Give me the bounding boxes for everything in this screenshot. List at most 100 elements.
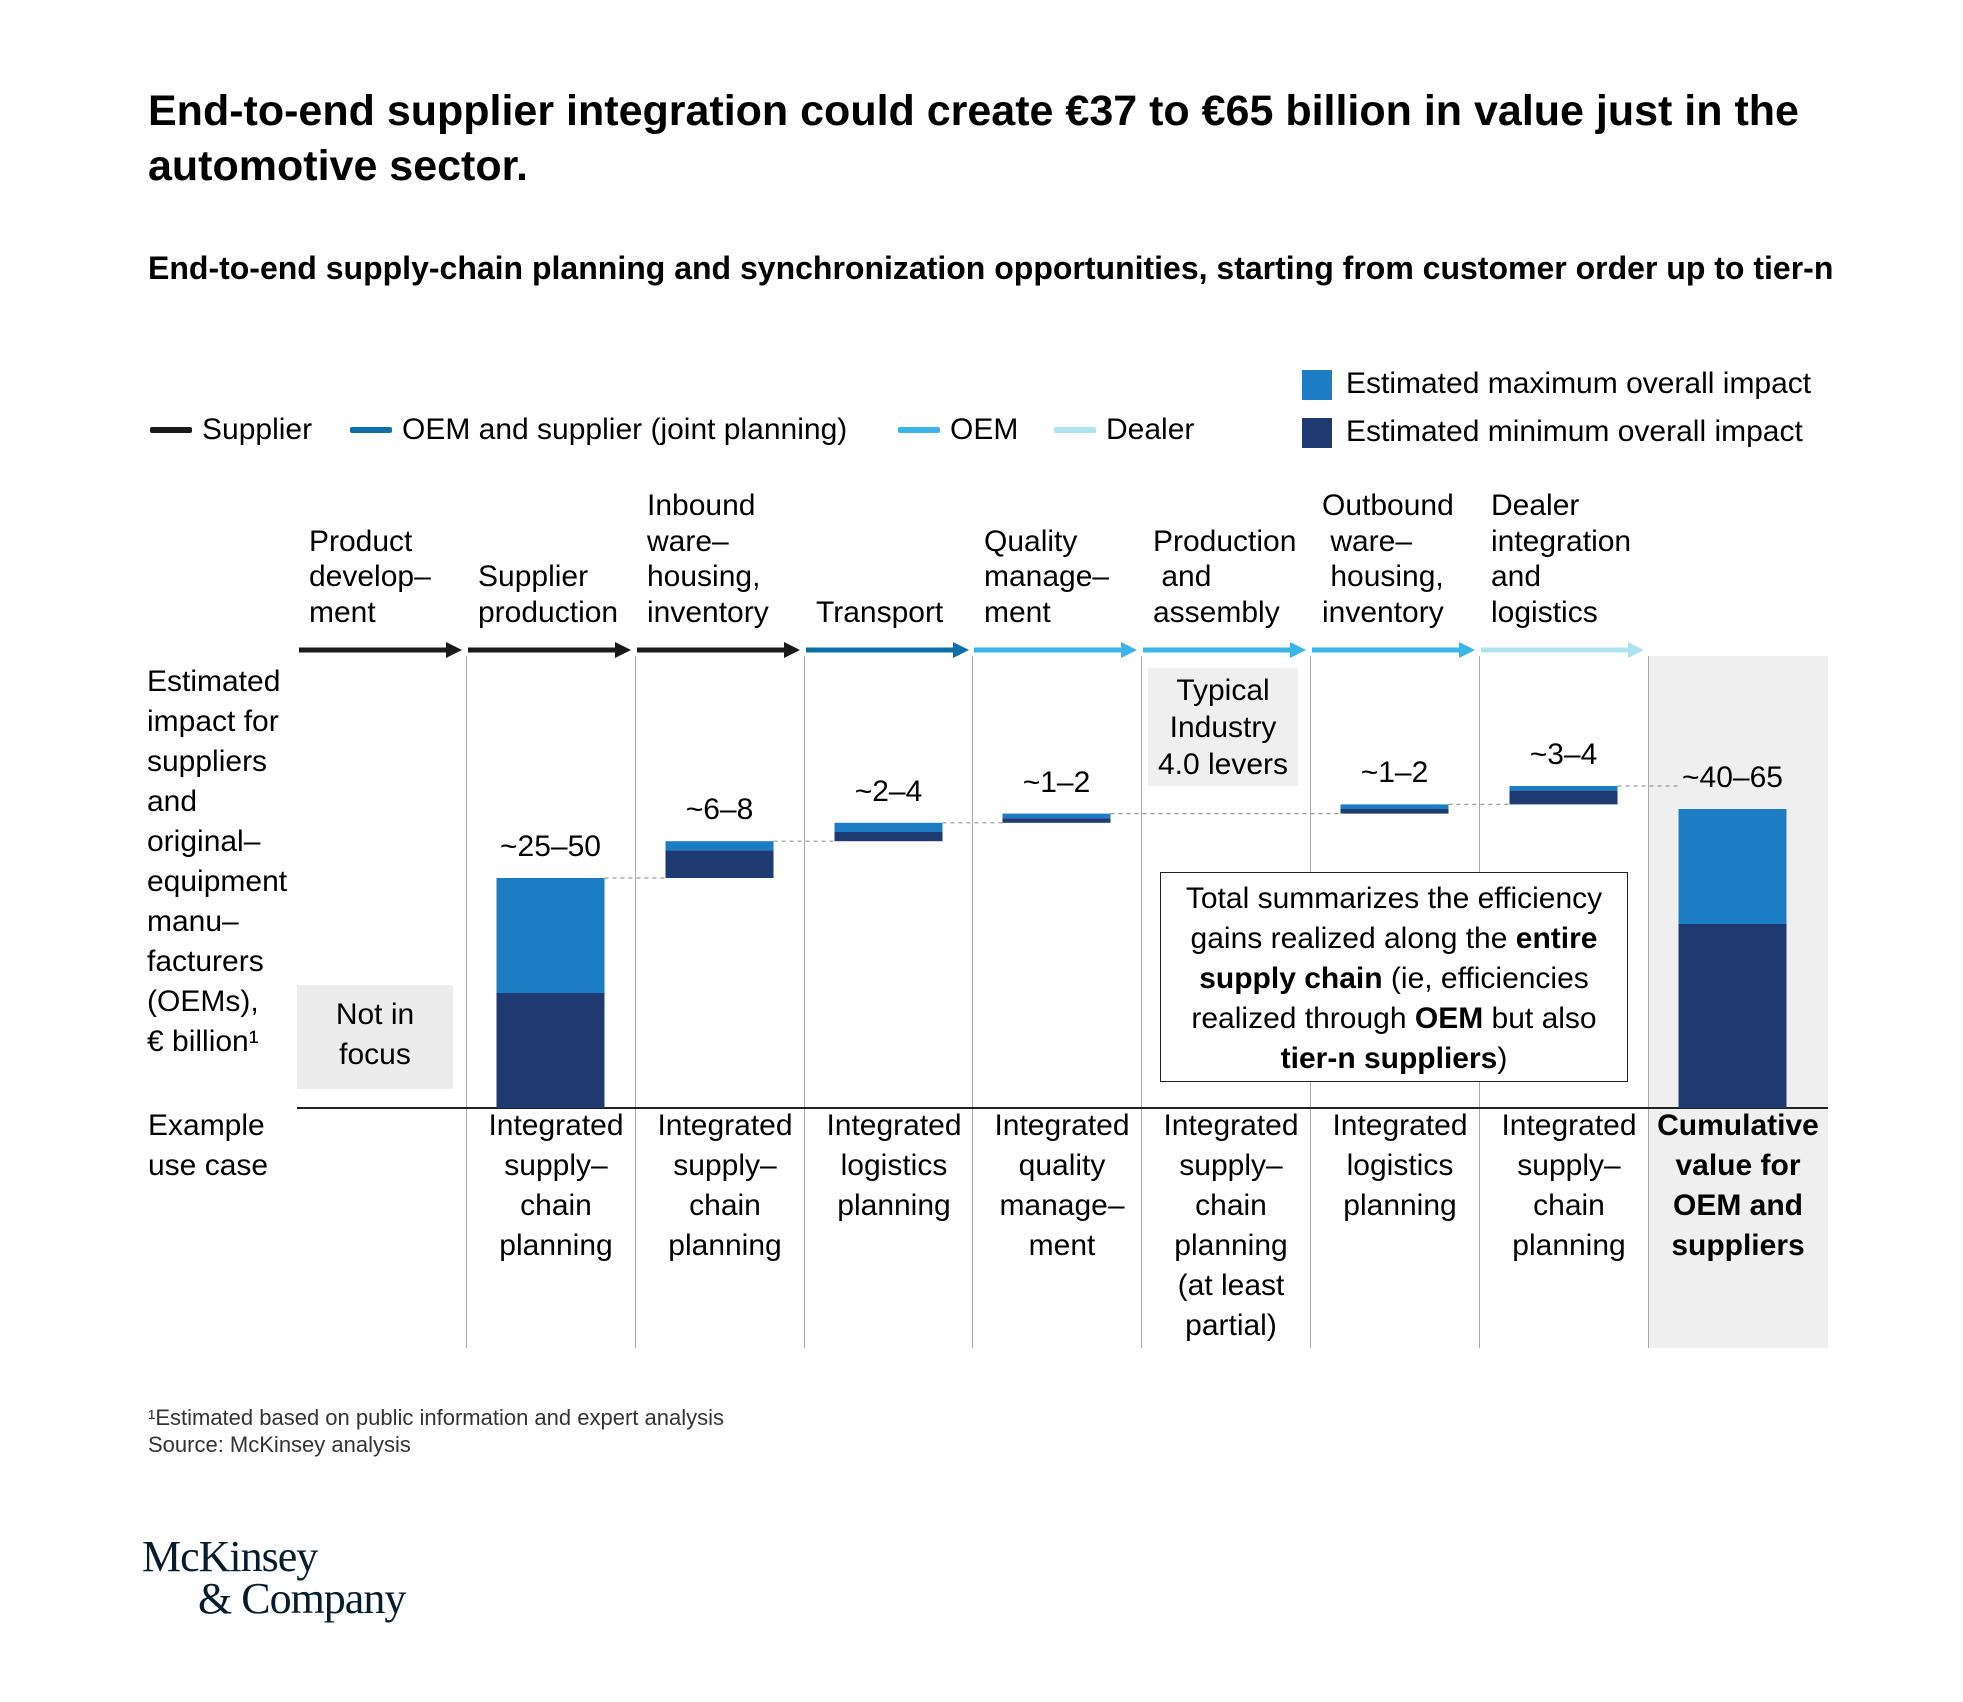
bar-max-impact [496, 878, 605, 993]
use-case-line: supply– [673, 1149, 777, 1182]
use-case-line: planning [1174, 1229, 1288, 1262]
footnote: ¹Estimated based on public information a… [148, 1404, 724, 1458]
stage-label-line: Product [309, 524, 413, 558]
column-separator [1141, 656, 1142, 1348]
stage-label-line: develop– [309, 560, 431, 593]
note-line: supply chain (ie, efficiencies [1161, 959, 1627, 999]
use-case: Integrated supply– chain planning (at least p… [1147, 1106, 1315, 1346]
y-axis-label: Estimated impact for suppliers and original–… [147, 662, 327, 1062]
stage-label-line: Outbound [1322, 489, 1454, 522]
stage-arrow-head [446, 642, 462, 658]
not-in-focus-box: Not in focus [297, 985, 453, 1089]
use-case-line: chain [1195, 1189, 1267, 1222]
legend-label-joint: OEM and supplier (joint planning) [402, 413, 848, 446]
use-case-line: quality [1018, 1149, 1106, 1182]
stage-label-line: integration [1491, 524, 1632, 558]
y-axis-label-line: € billion¹ [147, 1025, 259, 1058]
use-case-line: planning [1343, 1189, 1457, 1222]
data-label: ~6–8 [685, 793, 754, 827]
use-case: Integrated logistics planning [1316, 1106, 1484, 1226]
use-case: Integrated logistics planning [810, 1106, 978, 1226]
bar-min-impact [665, 850, 774, 878]
bar-min-impact [1002, 818, 1111, 823]
bar-min-impact [1509, 790, 1618, 805]
note-line: Total summarizes the efficiency [1161, 879, 1627, 919]
stage-label-line: and [1491, 560, 1542, 593]
legend-label-min: Estimated minimum overall impact [1346, 415, 1803, 448]
use-case-line: manage– [999, 1189, 1125, 1222]
legend-swatch-min [1302, 418, 1332, 448]
stage-arrow-head [1290, 642, 1306, 658]
column-separator [804, 656, 805, 1348]
legend-impact: Estimated maximum overall impact Estimat… [1300, 364, 1860, 454]
data-label: ~3–4 [1529, 738, 1598, 771]
stage-label: Product develop– ment [309, 524, 466, 631]
chart-title: End-to-end supplier integration could cr… [148, 87, 1799, 190]
use-case-line: logistics [1346, 1149, 1454, 1182]
typical-box-line: Typical [1176, 674, 1270, 707]
note-text: realized through [1191, 1002, 1415, 1035]
stage-label-line: housing, [647, 560, 761, 593]
note-text: Total summarizes the efficiency [1185, 882, 1603, 915]
y-axis-label-line: (OEMs), [147, 985, 259, 1018]
use-case-line: Integrated [1163, 1109, 1299, 1142]
use-case-line: supply– [504, 1149, 608, 1182]
note-line: tier-n suppliers) [1161, 1039, 1627, 1079]
use-case-total: Cumulative value for OEM and suppliers [1654, 1106, 1822, 1266]
not-in-focus-line: focus [339, 1038, 411, 1071]
stage-arrow-head [1628, 642, 1644, 658]
stage-label: Inbound ware– housing, inventory [647, 488, 804, 630]
legend-label-supplier: Supplier [202, 413, 313, 446]
legend-label-oem: OEM [950, 413, 1019, 446]
column-separator [466, 656, 467, 1348]
legend-swatch-joint [350, 427, 392, 433]
bar-min-impact [1340, 809, 1449, 814]
bar-max-impact [834, 822, 943, 832]
note-line: realized through OEM but also [1161, 999, 1627, 1039]
typical-box-line: Industry [1169, 711, 1277, 744]
use-case-label: Example use case [148, 1106, 268, 1186]
bar-min-impact [1678, 924, 1787, 1108]
use-case-line: partial) [1185, 1309, 1277, 1342]
stage-arrow-head [1121, 642, 1137, 658]
bar-min-impact [496, 993, 605, 1108]
column-separator [1648, 656, 1649, 1348]
stage-label-line: logistics [1491, 595, 1598, 629]
stage-label-line: and [1153, 560, 1212, 593]
stage-arrow-head [784, 642, 800, 658]
use-case: Integrated supply– chain planning [641, 1106, 809, 1266]
stage-label-line: ment [309, 595, 376, 629]
stage-label-line: Supplier [478, 560, 589, 593]
total-summary-note: Total summarizes the efficiency gains rea… [1160, 872, 1628, 1082]
use-case-line: OEM and [1672, 1189, 1803, 1222]
waterfall-chart [297, 642, 1828, 1109]
stage-label-line: ware– [1322, 524, 1413, 558]
stage-label-line: manage– [984, 560, 1110, 593]
data-label: ~40–65 [1682, 761, 1783, 794]
use-case: Integrated supply– chain planning [472, 1106, 640, 1266]
data-label: ~25–50 [500, 830, 601, 863]
note-text: ) [1497, 1042, 1508, 1075]
stage-label-line: housing, [1322, 560, 1444, 593]
use-case-line: value for [1675, 1149, 1801, 1182]
stage-arrow-head [615, 642, 631, 658]
use-case-line: Integrated [1501, 1109, 1637, 1142]
stage-label-line: Quality [984, 524, 1078, 558]
note-bold-text: entire [1515, 922, 1598, 955]
use-case-line: Integrated [657, 1109, 793, 1142]
stage-label-line: Production [1153, 524, 1297, 558]
bar-max-impact [665, 841, 774, 851]
note-bold-text: supply chain [1199, 962, 1383, 995]
use-case: Integrated supply– chain planning [1485, 1106, 1653, 1266]
legend-label-max: Estimated maximum overall impact [1346, 367, 1812, 400]
use-case-line: Integrated [1332, 1109, 1468, 1142]
bar-min-impact [834, 832, 943, 842]
stage-label: Supplier production [478, 559, 635, 630]
use-case-label-line: Example [148, 1109, 265, 1142]
use-case-line: Integrated [488, 1109, 624, 1142]
bar-max-impact [1340, 804, 1449, 809]
stage-label-line: assembly [1153, 595, 1280, 629]
use-case-line: supply– [1179, 1149, 1283, 1182]
stage-label-line: ware– [647, 524, 729, 558]
bar-max-impact [1002, 813, 1111, 819]
